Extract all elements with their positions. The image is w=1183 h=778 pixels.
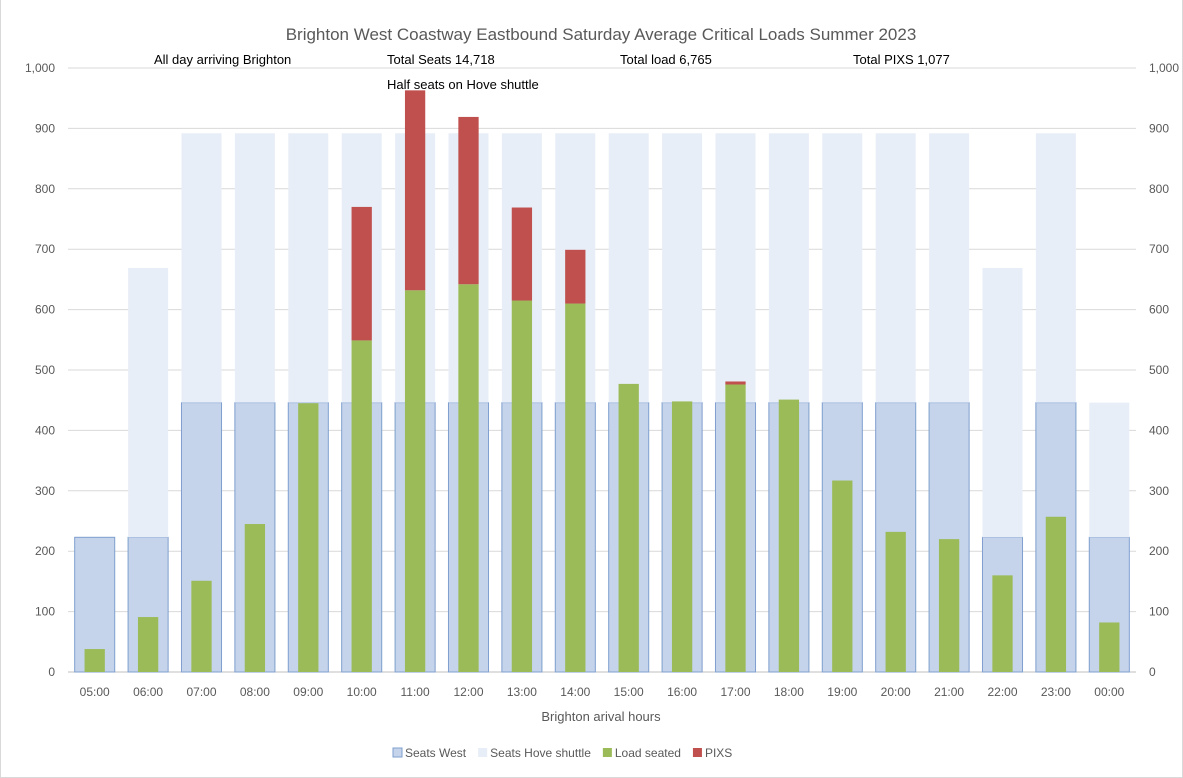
x-tick-label: 14:00 [560, 685, 590, 699]
annotation-total-pixs: Total PIXS 1,077 [853, 52, 950, 67]
bar-load-seated [298, 403, 319, 672]
bar-load-seated [832, 480, 853, 672]
bar-seats-hove-shuttle [875, 133, 916, 403]
x-tick-label: 11:00 [401, 685, 430, 699]
y-tick-label-left: 200 [35, 544, 55, 558]
annotation-half-seats: Half seats on Hove shuttle [387, 77, 539, 92]
x-tick-label: 21:00 [934, 685, 964, 699]
y-tick-label-left: 300 [35, 484, 55, 498]
y-tick-label-right: 1,000 [1149, 61, 1179, 75]
y-tick-label-right: 400 [1149, 423, 1169, 437]
legend-label: PIXS [705, 746, 732, 760]
x-tick-label: 22:00 [987, 685, 1017, 699]
legend-swatch [692, 748, 702, 757]
bar-seats-hove-shuttle [128, 267, 169, 538]
bar-seats-hove-shuttle [608, 133, 649, 403]
bar-pixs [565, 249, 586, 304]
y-tick-label-right: 800 [1149, 182, 1169, 196]
legend-swatch [478, 748, 488, 757]
x-tick-label: 16:00 [667, 685, 697, 699]
x-axis-label: Brighton arival hours [541, 709, 661, 724]
x-tick-label: 09:00 [293, 685, 323, 699]
annotation-all-day: All day arriving Brighton [154, 52, 291, 67]
x-tick-label: 05:00 [80, 685, 110, 699]
y-tick-label-right: 200 [1149, 544, 1169, 558]
y-tick-label-left: 600 [35, 303, 55, 317]
x-tick-label: 13:00 [507, 685, 537, 699]
legend-label: Seats West [405, 746, 467, 760]
y-tick-label-left: 800 [35, 182, 55, 196]
y-tick-label-left: 500 [35, 363, 55, 377]
bar-pixs [404, 90, 426, 291]
x-tick-label: 15:00 [614, 685, 644, 699]
bar-pixs [458, 116, 479, 285]
bar-load-seated [404, 290, 426, 672]
bar-seats-hove-shuttle [662, 133, 703, 403]
bar-load-seated [778, 399, 800, 672]
y-tick-label-left: 100 [35, 605, 55, 619]
bar-load-seated [511, 300, 533, 672]
y-tick-label-right: 700 [1149, 242, 1169, 256]
chart-title: Brighton West Coastway Eastbound Saturda… [286, 25, 917, 44]
bar-pixs [351, 206, 372, 341]
x-tick-label: 10:00 [347, 685, 377, 699]
x-tick-label: 20:00 [881, 685, 911, 699]
bar-load-seated [938, 539, 960, 672]
bar-load-seated [458, 284, 479, 672]
x-tick-label: 12:00 [453, 685, 483, 699]
bar-seats-hove-shuttle [1089, 402, 1130, 538]
x-tick-label: 19:00 [827, 685, 857, 699]
x-tick-label: 17:00 [720, 685, 750, 699]
bar-load-seated [885, 531, 906, 672]
x-tick-label: 06:00 [133, 685, 163, 699]
bar-seats-hove-shuttle [768, 133, 809, 403]
x-tick-label: 18:00 [774, 685, 804, 699]
bar-pixs [725, 381, 746, 385]
y-tick-label-right: 300 [1149, 484, 1169, 498]
y-tick-label-left: 400 [35, 423, 55, 437]
bar-seats-hove-shuttle [929, 133, 970, 403]
x-tick-label: 00:00 [1094, 685, 1124, 699]
y-tick-label-right: 0 [1149, 665, 1156, 679]
bar-seats-hove-shuttle [181, 133, 222, 403]
x-tick-label: 23:00 [1041, 685, 1071, 699]
y-tick-label-right: 500 [1149, 363, 1169, 377]
x-tick-label: 08:00 [240, 685, 270, 699]
y-tick-label-left: 1,000 [25, 61, 55, 75]
x-tick-label: 07:00 [186, 685, 216, 699]
y-tick-label-left: 900 [35, 121, 55, 135]
bar-load-seated [1099, 622, 1120, 672]
bar-load-seated [565, 303, 586, 672]
bar-seats-hove-shuttle [234, 133, 275, 403]
bar-load-seated [1045, 516, 1067, 672]
bar-load-seated [191, 580, 212, 672]
bar-seats-hove-shuttle [822, 133, 863, 403]
legend-label: Seats Hove shuttle [490, 746, 591, 760]
bar-seats-hove-shuttle [288, 133, 329, 403]
bar-seats-hove-shuttle [982, 267, 1023, 538]
legend-swatch [602, 748, 612, 757]
bar-load-seated [244, 524, 266, 672]
bar-seats-hove-shuttle [715, 133, 756, 403]
y-tick-label-left: 0 [48, 665, 55, 679]
y-tick-label-right: 600 [1149, 303, 1169, 317]
bar-load-seated [351, 340, 372, 672]
bar-load-seated [671, 401, 693, 672]
bar-load-seated [992, 575, 1013, 672]
bar-pixs [511, 207, 533, 301]
bar-load-seated [725, 384, 746, 672]
bar-load-seated [137, 617, 159, 672]
y-tick-label-right: 100 [1149, 605, 1169, 619]
legend-swatch [392, 747, 403, 758]
legend-label: Load seated [615, 746, 681, 760]
bar-seats-hove-shuttle [1035, 133, 1076, 403]
annotation-total-load: Total load 6,765 [620, 52, 712, 67]
y-tick-label-left: 700 [35, 242, 55, 256]
y-tick-label-right: 900 [1149, 121, 1169, 135]
bar-load-seated [618, 383, 639, 672]
annotation-total-seats: Total Seats 14,718 [387, 52, 495, 67]
bar-load-seated [84, 649, 105, 672]
